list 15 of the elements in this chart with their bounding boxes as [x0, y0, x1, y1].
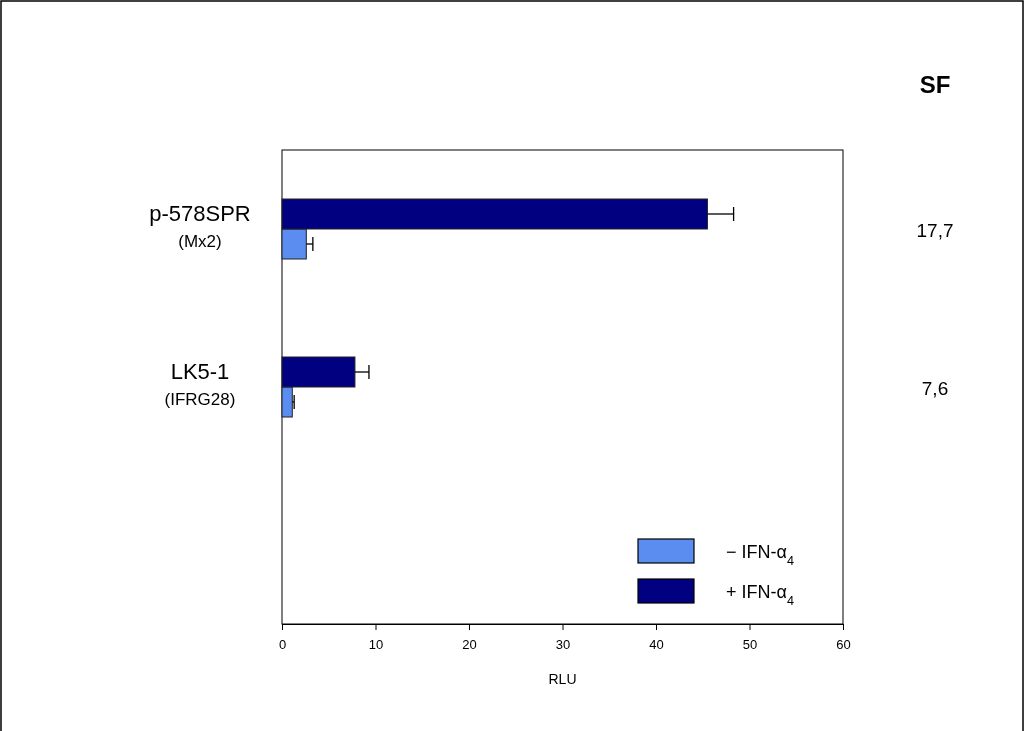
legend-label: − IFN-α$_{4}$	[726, 542, 794, 568]
text: SF	[919, 71, 951, 98]
x-tick-label: 60	[836, 636, 851, 652]
x-tick-label: 40	[649, 636, 664, 652]
y-tick-label: LK5-1 (IFRG28)	[164, 359, 236, 409]
legend-label: + IFN-α$_{4}$	[726, 582, 794, 608]
x-tick-label: 30	[555, 636, 571, 652]
x-tick-label: 50	[742, 636, 758, 652]
x-tick-label: 10	[368, 636, 384, 652]
text: 7,6	[921, 378, 949, 399]
x-tick-label: 20	[462, 636, 477, 652]
y-tick-label: p-578SPR (Mx2)	[149, 201, 251, 251]
x-axis-title: RLU	[548, 671, 577, 687]
text: 17,7	[916, 220, 954, 241]
x-tick-label: 0	[278, 636, 287, 652]
